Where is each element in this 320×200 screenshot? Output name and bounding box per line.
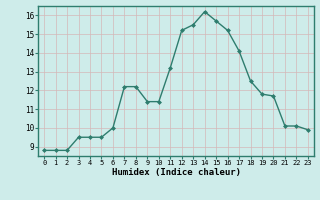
X-axis label: Humidex (Indice chaleur): Humidex (Indice chaleur)	[111, 168, 241, 177]
